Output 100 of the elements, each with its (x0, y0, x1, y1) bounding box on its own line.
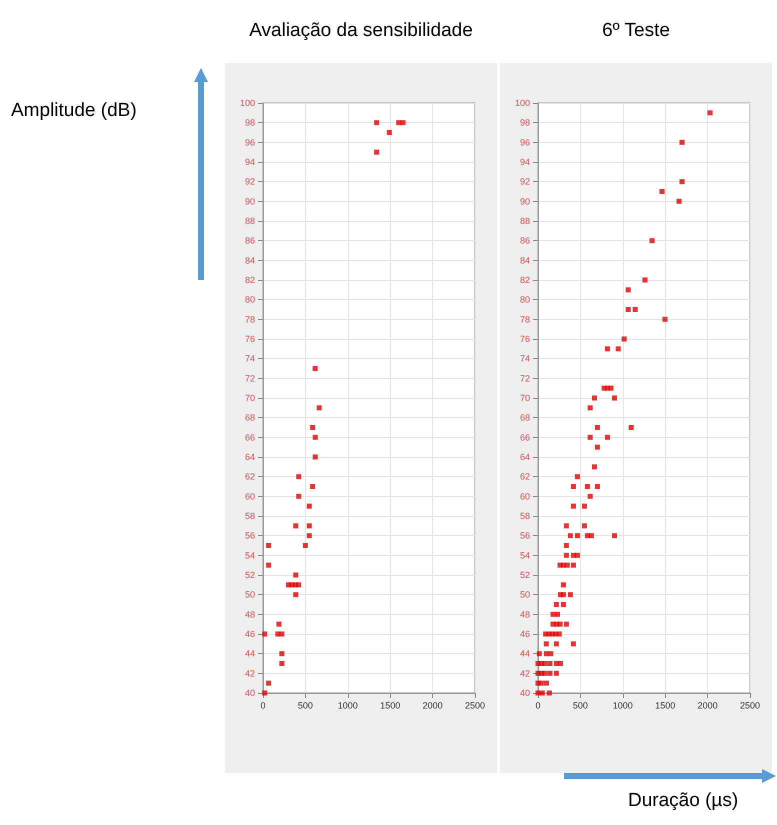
y-tick-label: 96 (520, 137, 530, 148)
point (276, 622, 282, 627)
point (293, 523, 298, 528)
y-tick-label: 80 (244, 294, 255, 305)
y-tick-label: 48 (244, 609, 255, 620)
y-tick-label: 58 (244, 511, 255, 521)
y-tick-label: 60 (520, 491, 530, 502)
y-tick-label: 68 (520, 412, 530, 423)
y-tick-label: 94 (520, 157, 530, 167)
point (279, 661, 284, 666)
x-tick-label: 1500 (655, 700, 676, 710)
point (293, 572, 298, 578)
y-tick-label: 86 (244, 236, 255, 246)
x-tick-label: 2500 (740, 700, 760, 710)
x-tick-label: 0 (535, 700, 541, 710)
y-tick-label: 86 (520, 236, 530, 246)
point (312, 366, 318, 371)
y-tick-label: 66 (520, 432, 530, 442)
y-tick-label: 64 (244, 452, 255, 462)
y-tick-label: 56 (520, 530, 530, 541)
y-tick-label: 68 (244, 412, 255, 423)
x-tick-label: 1000 (338, 700, 358, 710)
chart-title: 6º Teste (602, 20, 670, 41)
y-tick-label: 88 (244, 216, 255, 226)
y-tick-label: 40 (244, 688, 255, 698)
point (279, 632, 284, 636)
y-tick-label: 92 (520, 176, 530, 187)
point (306, 504, 312, 509)
x-tick-label: 2000 (698, 700, 718, 710)
y-tick-label: 94 (244, 157, 255, 167)
y-tick-label: 72 (244, 373, 255, 384)
y-tick-label: 46 (244, 629, 255, 639)
point (312, 454, 318, 460)
y-tick-label: 82 (520, 275, 530, 285)
y-tick-label: 92 (244, 176, 255, 187)
point (312, 434, 318, 440)
y-tick-label: 96 (244, 137, 255, 148)
point (310, 484, 316, 489)
point (306, 533, 312, 538)
x-tick-label: 1500 (380, 700, 400, 710)
y-tick-label: 66 (244, 432, 255, 442)
y-tick-label: 54 (244, 550, 255, 560)
point (279, 651, 284, 656)
y-tick-label: 98 (520, 118, 530, 128)
y-tick-label: 84 (520, 255, 530, 266)
y-tick-label: 62 (520, 472, 530, 482)
point (293, 592, 298, 598)
point (302, 543, 308, 548)
x-tick-label: 1000 (612, 700, 633, 710)
y-tick-label: 90 (244, 196, 255, 206)
y-tick-label: 84 (244, 255, 255, 266)
y-tick-label: 56 (244, 530, 255, 541)
point (262, 632, 268, 636)
y-tick-label: 42 (244, 668, 255, 678)
y-tick-label: 82 (244, 275, 255, 285)
x-tick-label: 2000 (422, 700, 443, 710)
y-tick-label: 52 (520, 570, 530, 580)
point (396, 120, 402, 126)
point (296, 582, 302, 588)
y-tick-label: 44 (520, 648, 530, 659)
y-tick-label: 40 (520, 688, 530, 698)
y-tick-label: 50 (244, 590, 255, 600)
y-tick-label: 42 (520, 668, 530, 678)
point (316, 405, 322, 410)
y-tick-label: 64 (520, 452, 530, 462)
y-tick-label: 90 (520, 196, 530, 206)
point (374, 150, 380, 155)
y-tick-label: 70 (520, 393, 530, 403)
point (306, 523, 312, 528)
point (310, 425, 316, 430)
point (262, 690, 268, 696)
point (386, 130, 392, 135)
y-tick-label: 98 (244, 118, 255, 128)
point (374, 120, 380, 126)
y-tick-label: 100 (514, 98, 530, 108)
y-tick-label: 74 (520, 354, 530, 364)
y-tick-label: 62 (244, 472, 255, 482)
x-tick-label: 0 (260, 700, 266, 710)
y-tick-label: 76 (520, 334, 530, 344)
y-tick-label: 78 (244, 314, 255, 324)
y-tick-label: 70 (244, 393, 255, 403)
point (266, 680, 272, 686)
point (400, 120, 406, 126)
y-tick-label: 76 (244, 334, 255, 344)
y-tick-label: 54 (520, 550, 530, 560)
point (266, 543, 272, 548)
point (266, 562, 272, 568)
y-tick-label: 50 (520, 590, 530, 600)
y-tick-label: 44 (244, 648, 255, 659)
chart-title: Avaliação da sensibilidade (249, 20, 473, 41)
x-tick-label: 2500 (464, 700, 486, 710)
y-axis-title: Amplitude (dB) (11, 100, 137, 122)
y-tick-label: 72 (520, 373, 530, 384)
y-tick-label: 78 (520, 314, 530, 324)
point (296, 494, 302, 499)
y-tick-label: 46 (520, 629, 530, 639)
x-axis-title: Duração (µs) (628, 790, 738, 812)
y-tick-label: 80 (520, 294, 530, 305)
point (296, 474, 302, 480)
y-tick-label: 60 (244, 491, 255, 502)
